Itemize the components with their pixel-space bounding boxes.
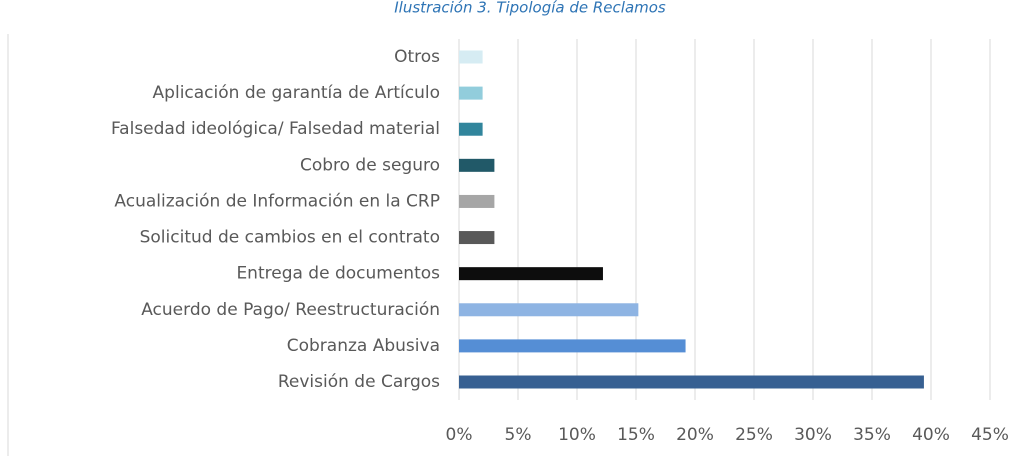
x-tick-label: 25% [735, 425, 773, 445]
y-tick-label: Cobranza Abusiva [287, 336, 440, 356]
y-tick-label: Acuerdo de Pago/ Reestructuración [141, 300, 440, 320]
bar [459, 194, 495, 208]
bar [459, 86, 483, 100]
bar [459, 158, 495, 172]
x-tick-label: 15% [617, 425, 655, 445]
y-tick-label: Falsedad ideológica/ Falsedad material [111, 119, 440, 139]
x-tick-label: 10% [558, 425, 596, 445]
x-tick-label: 5% [505, 425, 532, 445]
chart-title: Ilustración 3. Tipología de Reclamos [394, 0, 666, 17]
y-tick-label: Cobro de seguro [300, 155, 440, 175]
bar [459, 267, 603, 281]
y-tick-label: Aplicación de garantía de Artículo [153, 83, 440, 103]
bar [459, 375, 924, 389]
y-tick-label: Otros [394, 47, 440, 67]
x-tick-label: 20% [676, 425, 714, 445]
bar [459, 50, 483, 64]
x-tick-label: 35% [853, 425, 891, 445]
bar [459, 231, 495, 245]
x-tick-label: 0% [446, 425, 473, 445]
y-tick-label: Acualización de Información en la CRP [114, 191, 440, 211]
x-tick-label: 45% [971, 425, 1009, 445]
bar [459, 122, 483, 136]
y-tick-label: Entrega de documentos [236, 264, 440, 284]
bar [459, 303, 639, 317]
x-tick-label: 30% [794, 425, 832, 445]
x-tick-label: 40% [912, 425, 950, 445]
y-tick-label: Revisión de Cargos [278, 372, 440, 392]
y-tick-label: Solicitud de cambios en el contrato [140, 228, 440, 248]
bar [459, 339, 686, 353]
